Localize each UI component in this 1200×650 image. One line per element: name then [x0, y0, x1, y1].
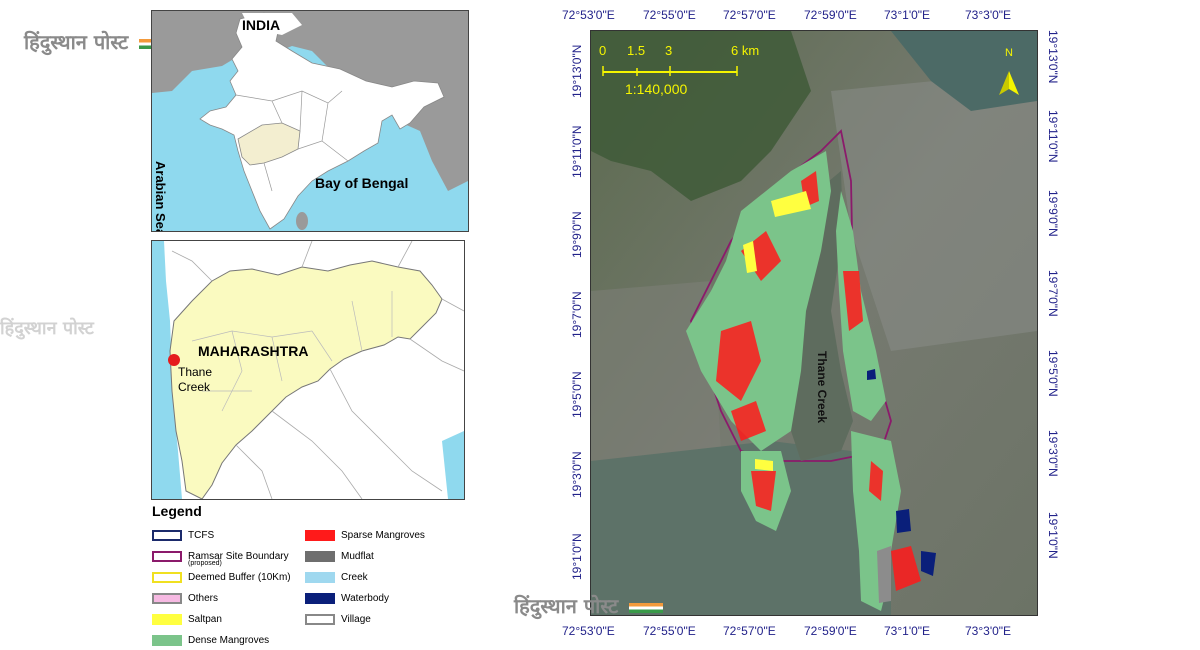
legend-title: Legend [152, 503, 202, 519]
legend-swatch [305, 571, 335, 583]
maharashtra-inset-map: MAHARASHTRA Thane Creek [151, 240, 465, 500]
legend-label: Ramsar Site Boundary [188, 550, 289, 562]
lon-tick-top: 72°55'0"E [643, 8, 696, 22]
lon-tick-bottom: 72°57'0"E [723, 624, 776, 638]
legend-label: Creek [341, 571, 368, 583]
legend-label: Others [188, 592, 219, 604]
lat-tick-left: 19°5'0"N [570, 371, 584, 418]
brand-watermark-text: हिंदुस्थान पोस्ट [24, 30, 129, 54]
brand-watermark-mid: हिंदुस्थान पोस्ट [0, 316, 94, 340]
lon-tick-bottom: 72°55'0"E [643, 624, 696, 638]
maharashtra-label: MAHARASHTRA [198, 343, 309, 359]
lat-tick-right: 19°1'0"N [1046, 512, 1060, 559]
lon-tick-bottom: 73°3'0"E [965, 624, 1012, 638]
lat-tick-left: 19°7'0"N [570, 291, 584, 338]
scale-tick-3: 6 km [731, 43, 760, 58]
legend-item: Waterbody [305, 591, 389, 605]
creek-label: Creek [178, 380, 211, 394]
legend-swatch [152, 571, 182, 583]
india-inset-map: INDIA Arabian Sea Bay of Bengal [151, 10, 469, 232]
legend-label: Mudflat [341, 550, 374, 562]
legend-label: Sparse Mangroves [341, 529, 425, 541]
legend-swatch [152, 529, 182, 541]
thane-label: Thane [178, 365, 213, 379]
thane-creek-label: Thane Creek [815, 351, 829, 424]
north-label: N [1005, 47, 1013, 59]
lon-tick-top: 73°3'0"E [965, 8, 1012, 22]
legend-item: TCFS [152, 528, 214, 542]
lat-tick-right: 19°9'0"N [1046, 190, 1060, 237]
bay-of-bengal-label: Bay of Bengal [315, 175, 409, 191]
legend-item: Mudflat [305, 549, 374, 563]
legend-label: Village [341, 613, 371, 625]
legend-swatch [152, 613, 182, 625]
lon-tick-bottom: 73°1'0"E [884, 624, 931, 638]
legend-label: Deemed Buffer (10Km) [188, 571, 291, 583]
legend-swatch [305, 592, 335, 604]
scale-tick-0: 0 [599, 43, 607, 58]
lat-tick-left: 19°13'0"N [570, 44, 584, 98]
india-label: INDIA [242, 17, 281, 33]
legend-item: Saltpan [152, 612, 222, 626]
legend-sublabel: (proposed) [188, 560, 222, 567]
lon-tick-top: 73°1'0"E [884, 8, 931, 22]
lon-tick-top: 72°59'0"E [804, 8, 857, 22]
legend-label: Saltpan [188, 613, 222, 625]
legend-swatch [152, 592, 182, 604]
flag-stripes-icon [629, 602, 664, 613]
legend-item: Creek [305, 570, 368, 584]
scale-tick-1: 1.5 [627, 43, 646, 58]
brand-watermark-bottom: हिंदुस्थान पोस्ट [514, 592, 664, 619]
lat-tick-right: 19°11'0"N [1046, 110, 1060, 163]
lat-tick-left: 19°9'0"N [570, 211, 584, 258]
legend-swatch [152, 634, 182, 646]
lat-tick-left: 19°3'0"N [570, 451, 584, 498]
maharashtra-map-graphic [152, 241, 464, 499]
legend-item: Others [152, 591, 218, 605]
satellite-map-graphic [591, 31, 1037, 615]
legend-label: Waterbody [341, 592, 389, 604]
legend-item: Ramsar Site Boundary (proposed) [152, 549, 289, 567]
lon-tick-top: 72°57'0"E [723, 8, 776, 22]
lat-tick-right: 19°5'0"N [1046, 350, 1060, 397]
scale-tick-2: 3 [665, 43, 673, 58]
thane-creek-marker [168, 354, 180, 366]
arabian-sea-label: Arabian Sea [153, 161, 168, 232]
legend-item: Dense Mangroves [152, 633, 269, 647]
brand-watermark-text: हिंदुस्थान पोस्ट [514, 594, 619, 618]
lat-tick-left: 19°1'0"N [570, 533, 584, 580]
thane-creek-main-map: 0 1.5 3 6 km 1:140,000 N Thane Creek [590, 30, 1038, 616]
india-map-graphic [152, 11, 468, 231]
legend-swatch [305, 550, 335, 562]
legend-label: Dense Mangroves [188, 634, 270, 646]
brand-watermark-text: हिंदुस्थान पोस्ट [0, 318, 94, 339]
legend-swatch [305, 613, 335, 625]
lat-tick-right: 19°13'0"N [1046, 30, 1060, 84]
legend-item: Deemed Buffer (10Km) [152, 570, 291, 584]
lat-tick-right: 19°3'0"N [1046, 430, 1060, 477]
lon-tick-bottom: 72°59'0"E [804, 624, 857, 638]
lat-tick-left: 19°11'0"N [570, 125, 584, 179]
legend-swatch [305, 529, 335, 541]
legend-item: Sparse Mangroves [305, 528, 425, 542]
legend-label: TCFS [188, 529, 215, 541]
legend-item: Village [305, 612, 371, 626]
scale-ratio-label: 1:140,000 [625, 81, 688, 97]
legend-swatch [152, 550, 182, 562]
lat-tick-right: 19°7'0"N [1046, 270, 1060, 317]
lon-tick-bottom: 72°53'0"E [562, 624, 615, 638]
north-arrow-icon [999, 71, 1019, 95]
lon-tick-top: 72°53'0"E [562, 8, 615, 22]
